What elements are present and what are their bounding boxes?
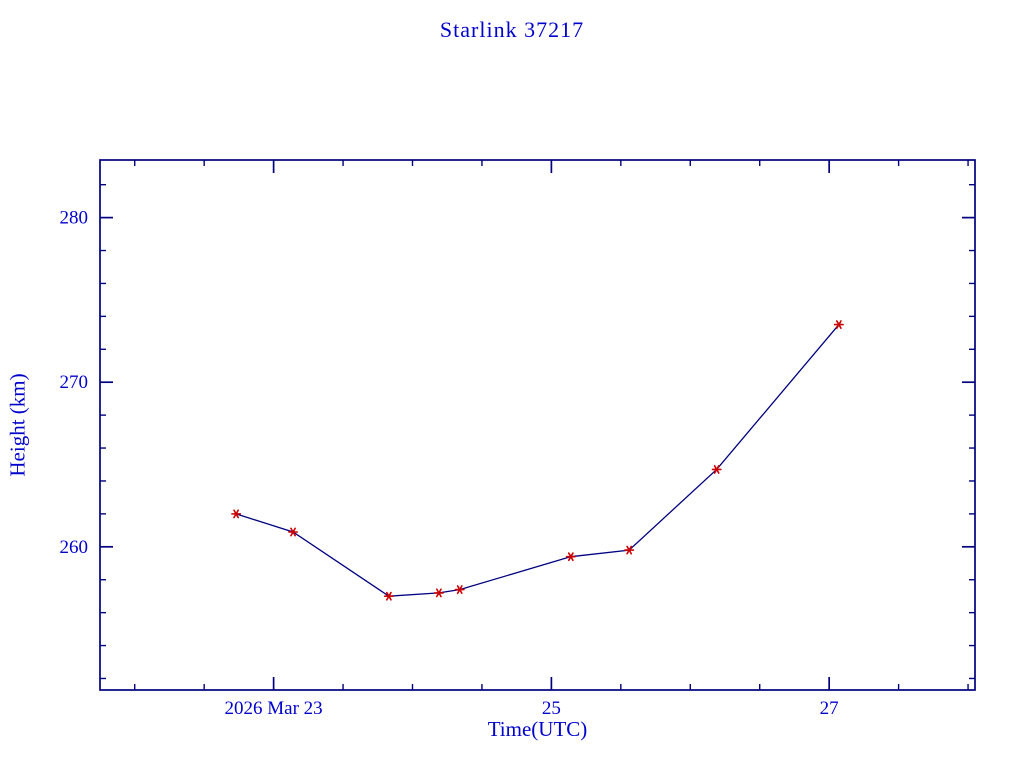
y-tick-label: 270 <box>60 372 89 393</box>
axis-frame <box>99 159 976 691</box>
data-point-marker <box>383 591 394 601</box>
data-point-marker <box>454 585 465 595</box>
data-point-marker <box>288 527 299 537</box>
x-tick-label: 27 <box>820 698 839 719</box>
x-axis-label: Time(UTC) <box>487 717 588 741</box>
data-point-marker <box>833 320 844 330</box>
data-point-marker <box>565 552 576 562</box>
y-tick-label: 280 <box>60 208 89 229</box>
data-line <box>235 324 840 597</box>
y-tick-label: 260 <box>60 537 89 558</box>
x-tick-label: 25 <box>542 698 561 719</box>
data-point-marker <box>711 465 722 474</box>
data-point-marker <box>231 509 242 519</box>
chart-title: Starlink 37217 <box>439 17 585 42</box>
data-point-marker <box>433 588 444 598</box>
data-point-marker <box>624 545 635 555</box>
x-tick-label: 2026 Mar 23 <box>225 698 323 719</box>
